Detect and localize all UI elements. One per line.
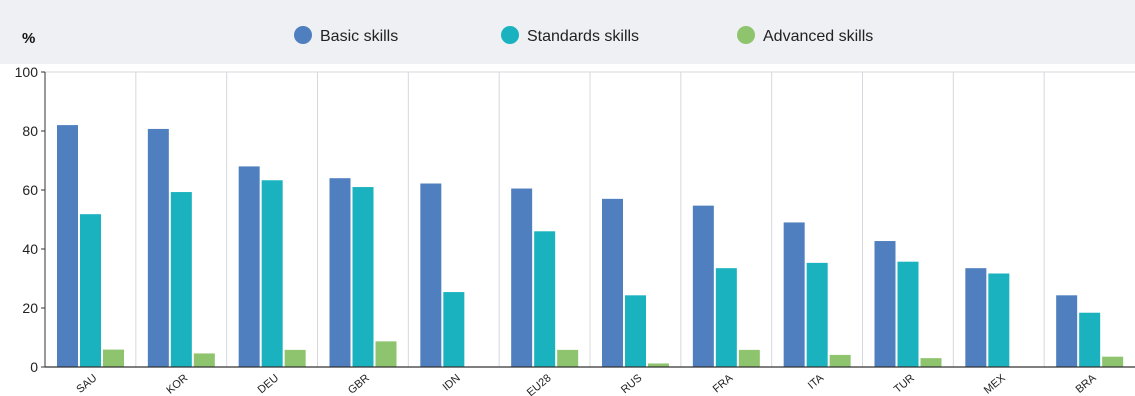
y-axis-unit-label: % [22, 30, 35, 47]
bar-standards-skills-eu28 [534, 231, 556, 367]
bar-advanced-skills-sau [103, 349, 124, 367]
legend: Basic skills Standards skills Advanced ski… [294, 26, 873, 45]
bar-advanced-skills-tur [920, 358, 942, 367]
bar-basic-skills-deu [238, 166, 260, 367]
bars [57, 125, 1124, 367]
legend-swatch-advanced-skills [737, 26, 755, 44]
bar-advanced-skills-bra [1102, 356, 1124, 367]
bar-advanced-skills-deu [284, 349, 306, 367]
bar-standards-skills-gbr [352, 187, 374, 367]
y-tick-label: 100 [15, 64, 39, 80]
legend-label-basic-skills: Basic skills [320, 28, 398, 45]
bar-standards-skills-fra [715, 268, 737, 367]
bar-basic-skills-ita [783, 222, 805, 367]
bar-basic-skills-bra [1056, 295, 1078, 367]
bar-advanced-skills-gbr [375, 341, 397, 367]
bar-basic-skills-fra [692, 205, 714, 367]
bar-basic-skills-eu28 [511, 188, 533, 367]
x-tick-label-deu: DEU [256, 372, 282, 396]
bar-basic-skills-mex [965, 268, 987, 367]
bar-advanced-skills-fra [738, 349, 760, 367]
bar-standards-skills-ita [806, 262, 828, 367]
bar-standards-skills-bra [1079, 312, 1101, 367]
x-tick-label-fra: FRA [711, 372, 736, 396]
legend-swatch-standards-skills [501, 26, 519, 44]
bar-standards-skills-sau [80, 214, 101, 367]
bar-standards-skills-mex [988, 273, 1010, 367]
x-tick-label-bra: BRA [1074, 372, 1100, 396]
bar-basic-skills-gbr [329, 178, 351, 367]
x-tick-label-rus: RUS [619, 372, 645, 396]
y-tick-label: 40 [22, 241, 38, 257]
bar-advanced-skills-ita [829, 354, 851, 367]
bar-basic-skills-rus [602, 198, 623, 367]
x-tick-label-ita: ITA [806, 372, 827, 392]
legend-label-standards-skills: Standards skills [527, 28, 639, 45]
bar-basic-skills-kor [147, 128, 169, 367]
bar-advanced-skills-rus [648, 363, 669, 367]
bar-standards-skills-rus [625, 295, 646, 367]
grid-lines [45, 71, 1135, 367]
y-tick-label: 20 [22, 300, 38, 316]
bar-advanced-skills-eu28 [557, 349, 579, 367]
x-axis: SAU KOR DEU GBR IDN EU28 RUS FRA ITA TUR MEX BRA [45, 366, 1135, 396]
y-tick-label: 0 [30, 359, 38, 375]
bar-basic-skills-sau [57, 125, 78, 367]
x-tick-label-kor: KOR [164, 372, 190, 396]
bar-standards-skills-idn [443, 292, 465, 367]
x-tick-label-sau: SAU [74, 372, 99, 396]
legend-swatch-basic-skills [294, 26, 312, 44]
legend-band [0, 0, 1135, 64]
x-tick-label-eu28: EU28 [525, 372, 554, 396]
bar-basic-skills-idn [420, 183, 442, 367]
x-tick-label-gbr: GBR [346, 372, 372, 396]
y-tick-label: 60 [22, 182, 38, 198]
x-tick-label-mex: MEX [982, 372, 1008, 396]
bar-standards-skills-tur [897, 261, 919, 367]
x-tick-label-tur: TUR [892, 372, 917, 396]
bar-standards-skills-kor [170, 192, 192, 367]
bar-basic-skills-tur [874, 241, 896, 367]
bar-advanced-skills-kor [193, 353, 215, 367]
x-tick-label-idn: IDN [441, 372, 463, 393]
legend-label-advanced-skills: Advanced skills [763, 28, 873, 45]
y-axis: 0 20 40 60 80 100 [15, 64, 46, 375]
bar-standards-skills-deu [261, 180, 283, 367]
y-tick-label: 80 [22, 123, 38, 139]
